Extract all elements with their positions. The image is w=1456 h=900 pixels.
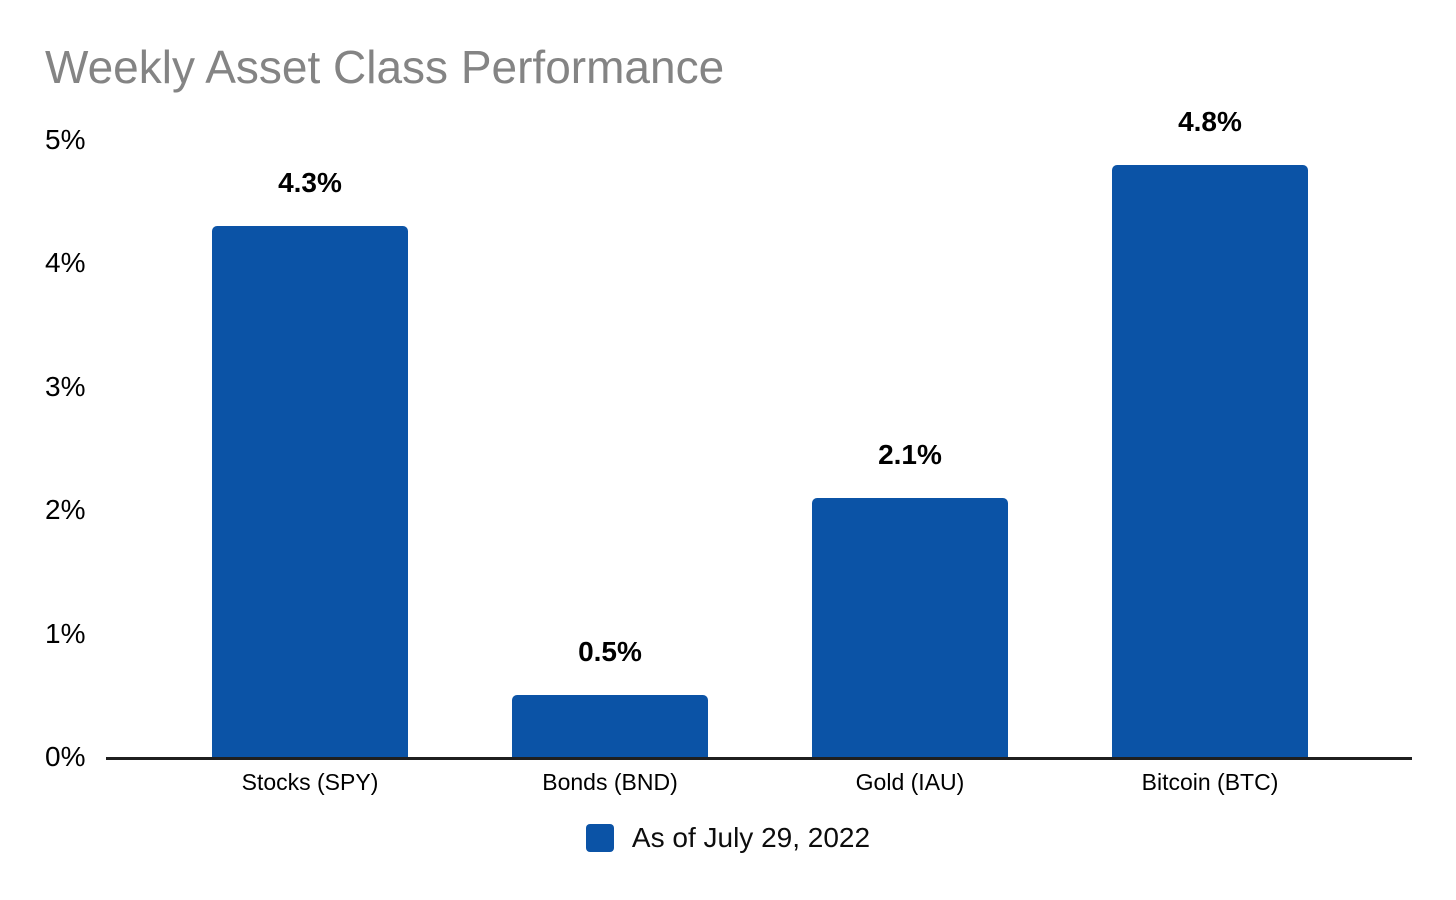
y-tick-label-4: 4% [45, 247, 86, 279]
bar-value-label-gold-iau: 2.1% [878, 438, 942, 470]
y-tick-label-0: 0% [45, 741, 86, 772]
chart-title: Weekly Asset Class Performance [45, 41, 725, 93]
bar-value-label-stocks-spy: 4.3% [278, 167, 342, 199]
x-axis-label-stocks-spy: Stocks (SPY) [241, 769, 379, 795]
legend-swatch-icon [585, 824, 614, 852]
x-axis-line [106, 757, 1412, 760]
legend-label: As of July 29, 2022 [631, 822, 871, 853]
bar-value-label-bitcoin-btc: 4.8% [1178, 105, 1242, 137]
x-axis-label-gold-iau: Gold (IAU) [855, 769, 965, 795]
y-tick-label-1: 1% [45, 617, 86, 649]
bar-gold-iau [812, 497, 1008, 757]
x-axis-label-bonds-bnd: Bonds (BND) [542, 769, 678, 795]
y-tick-label-2: 2% [45, 494, 86, 526]
y-tick-label-5: 5% [45, 124, 86, 155]
bar-stocks-spy [212, 226, 408, 757]
legend: As of July 29, 2022 [0, 822, 1456, 854]
bar-bitcoin-btc [1112, 164, 1308, 757]
x-axis-label-bitcoin-btc: Bitcoin (BTC) [1141, 769, 1279, 795]
bar-bonds-bnd [512, 695, 708, 757]
y-tick-label-3: 3% [45, 370, 86, 402]
bar-value-label-bonds-bnd: 0.5% [578, 636, 642, 668]
